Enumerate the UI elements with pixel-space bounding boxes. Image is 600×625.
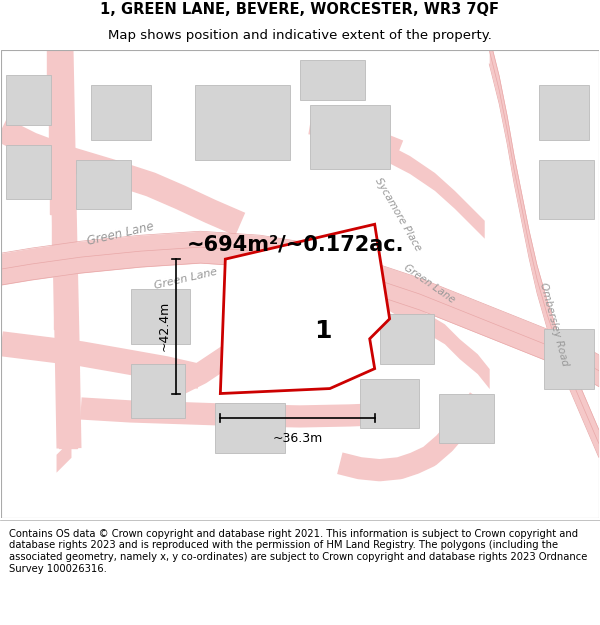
Polygon shape — [220, 224, 389, 394]
Bar — [6, 75, 51, 124]
Text: 1, GREEN LANE, BEVERE, WORCESTER, WR3 7QF: 1, GREEN LANE, BEVERE, WORCESTER, WR3 7Q… — [101, 2, 499, 18]
Bar — [131, 289, 190, 344]
Bar — [539, 85, 589, 139]
Text: Green Lane: Green Lane — [402, 262, 457, 305]
Text: 1: 1 — [314, 319, 332, 342]
Bar — [539, 159, 594, 219]
Bar — [310, 105, 389, 169]
Text: Green Lane: Green Lane — [153, 267, 218, 291]
Bar — [131, 364, 185, 418]
Text: ~694m²/~0.172ac.: ~694m²/~0.172ac. — [186, 234, 404, 254]
Text: ~36.3m: ~36.3m — [272, 432, 323, 446]
Bar — [6, 144, 51, 199]
Text: Contains OS data © Crown copyright and database right 2021. This information is : Contains OS data © Crown copyright and d… — [9, 529, 587, 574]
Bar — [76, 159, 131, 209]
Bar — [215, 404, 285, 453]
Bar — [300, 60, 365, 100]
Bar — [439, 394, 494, 443]
Text: Ombersley Road: Ombersley Road — [538, 281, 570, 367]
Bar — [544, 329, 594, 389]
Bar — [380, 314, 434, 364]
Text: Map shows position and indicative extent of the property.: Map shows position and indicative extent… — [108, 29, 492, 42]
Bar — [360, 379, 419, 428]
Text: ~42.4m: ~42.4m — [158, 301, 170, 351]
Text: Sycamore Place: Sycamore Place — [373, 176, 422, 253]
Bar — [196, 85, 290, 159]
Text: Green Lane: Green Lane — [86, 220, 155, 248]
Bar — [91, 85, 151, 139]
